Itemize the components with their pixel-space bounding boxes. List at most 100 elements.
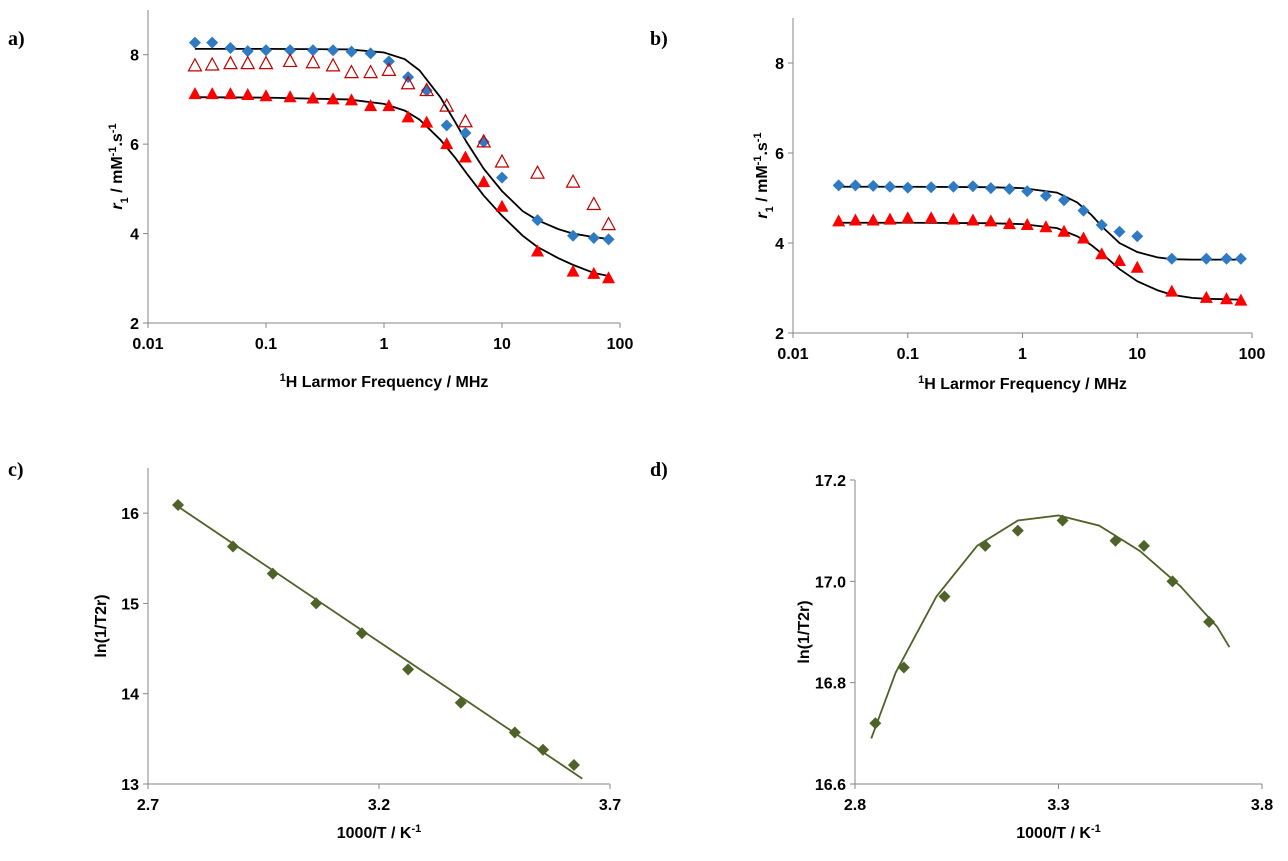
x-tick-label: 10 (493, 336, 511, 353)
diamond-marker (883, 180, 896, 193)
triangle-marker (924, 211, 938, 224)
triangle-marker (587, 266, 601, 279)
y-tick-label: 14 (121, 687, 139, 704)
triangle-marker (866, 213, 880, 226)
triangle-marker (1039, 220, 1053, 233)
panel-label: d) (650, 459, 668, 481)
x-axis-title-part: 1 (280, 372, 286, 384)
diamond-marker (508, 726, 521, 739)
open-triangle-marker (381, 62, 397, 76)
open-triangle-marker (258, 55, 274, 70)
x-tick-label: 3.8 (1251, 797, 1273, 814)
triangle-marker (283, 90, 297, 103)
diamond-marker (327, 44, 340, 57)
triangle-marker (1002, 217, 1016, 230)
fit-curve (194, 48, 609, 240)
diamond-marker (345, 45, 358, 58)
triangle-marker (602, 271, 616, 284)
y-axis-title: ln(1/T2r) (796, 600, 813, 663)
diamond-marker (241, 45, 254, 58)
x-tick-label: 1 (1018, 346, 1027, 363)
open-triangle-marker (419, 82, 435, 97)
x-tick-label: 1 (380, 336, 389, 353)
y-axis-title-part: r (754, 212, 771, 219)
y-axis-title-part: -1 (107, 123, 119, 133)
diamond-marker (869, 717, 882, 730)
open-triangle-marker (586, 196, 602, 211)
x-axis-title-part: 1 (918, 374, 924, 386)
triangle-marker (364, 99, 378, 112)
x-tick-label: 0.01 (777, 346, 808, 363)
triangle-marker (477, 175, 491, 188)
triangle-marker (966, 213, 980, 226)
triangle-marker (495, 199, 509, 212)
diamond-marker (537, 743, 550, 756)
diamond-marker (284, 44, 297, 57)
diamond-marker (310, 597, 323, 610)
triangle-marker (1095, 247, 1109, 260)
y-tick-label: 17.0 (815, 574, 846, 591)
diamond-marker (1095, 219, 1108, 231)
diamond-marker (867, 179, 880, 192)
diamond-marker (1113, 225, 1126, 238)
open-triangle-marker (400, 75, 416, 90)
triangle-marker (205, 87, 219, 100)
y-axis-title: r1 / mM-1.s-1 (107, 123, 131, 209)
triangle-marker (306, 91, 320, 104)
y-tick-label: 16.8 (815, 676, 846, 693)
open-triangle-marker (494, 153, 510, 168)
triangle-marker (241, 87, 255, 100)
diamond-marker (832, 179, 845, 192)
diamond-marker (1165, 252, 1178, 265)
triangle-marker (883, 212, 897, 225)
x-tick-label: 100 (1239, 346, 1266, 363)
diamond-marker (1203, 615, 1216, 628)
y-axis-title-part: / mM (109, 156, 126, 197)
diamond-marker (440, 119, 453, 132)
diamond-marker (206, 36, 219, 49)
diamond-marker (938, 590, 951, 603)
open-triangle-marker (439, 97, 455, 112)
y-axis-title-part: 1 (764, 206, 776, 212)
panel-label: c) (8, 459, 24, 481)
diamond-marker (260, 44, 272, 57)
panel-label: b) (650, 28, 668, 50)
x-tick-label: 0.1 (897, 346, 919, 363)
triangle-marker (382, 99, 396, 112)
diamond-marker (849, 179, 862, 192)
y-tick-label: 13 (121, 777, 139, 794)
fit-curve (194, 96, 609, 277)
y-axis-title-part: -1 (752, 132, 764, 142)
diamond-marker (567, 229, 580, 242)
open-triangle-marker (601, 216, 617, 231)
diamond-marker (531, 214, 544, 227)
diamond-marker (355, 627, 368, 640)
x-tick-label: 100 (607, 336, 634, 353)
triangle-marker (223, 87, 237, 100)
triangle-marker (1130, 260, 1144, 273)
x-tick-label: 0.01 (132, 336, 163, 353)
diamond-marker (1021, 185, 1034, 198)
diamond-marker (1137, 539, 1150, 552)
diamond-marker (227, 540, 240, 553)
diamond-marker (1003, 183, 1016, 195)
diamond-marker (1220, 252, 1233, 265)
diamond-marker (402, 663, 415, 676)
x-axis-title-part: H Larmor Frequency / MHz (286, 374, 489, 391)
y-tick-label: 6 (775, 146, 784, 163)
y-axis-title-part: -1 (107, 147, 119, 157)
triangle-marker (848, 213, 862, 226)
triangle-marker (1076, 231, 1090, 244)
triangle-marker (531, 244, 545, 257)
diamond-marker (1077, 204, 1090, 217)
x-axis-title-part: 1000/T / K (337, 825, 412, 842)
diamond-marker (984, 182, 997, 195)
triangle-marker (420, 115, 434, 128)
y-tick-label: 8 (775, 56, 784, 73)
diamond-marker (979, 539, 992, 552)
y-tick-label: 8 (130, 48, 139, 65)
triangle-marker (1112, 254, 1126, 266)
diamond-marker (188, 36, 201, 49)
diamond-marker (1056, 514, 1069, 527)
